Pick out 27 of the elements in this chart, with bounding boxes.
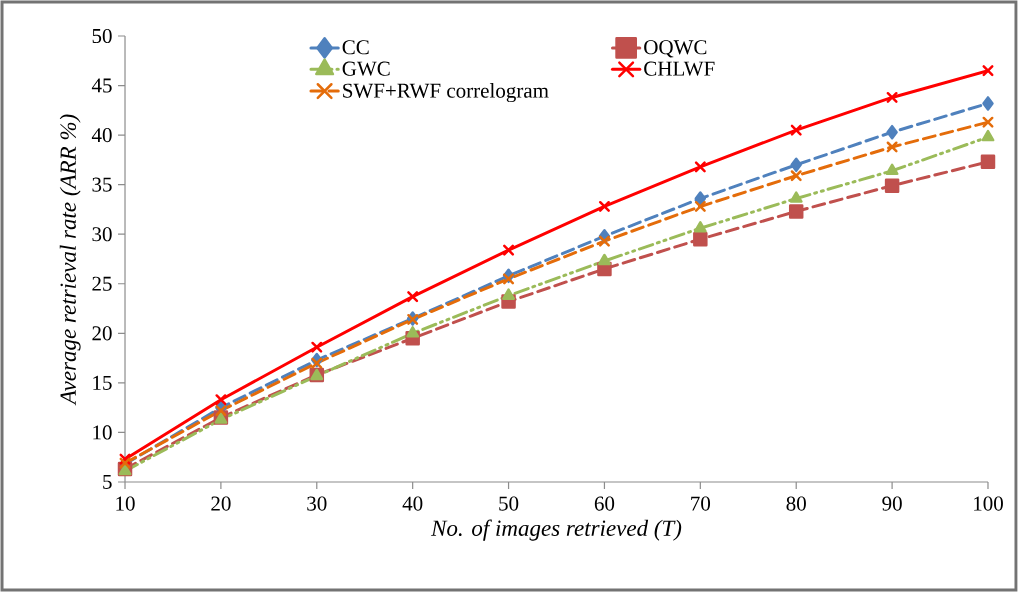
x-tick-label: 10 <box>116 496 135 511</box>
y-tick-label: 15 <box>93 375 112 390</box>
legend-label: SWF+RWF correlogram <box>343 83 549 103</box>
y-axis-title: Average retrieval rate (ARR %) <box>59 114 81 406</box>
y-tick-label: 20 <box>92 326 112 341</box>
legend-label: CHLWF <box>644 61 715 76</box>
y-tick-label: 25 <box>92 276 112 291</box>
legend-label: OQWC <box>644 40 707 58</box>
x-tick-label: 30 <box>307 496 327 511</box>
x-tick-label: 50 <box>499 496 519 511</box>
y-tick-label: 30 <box>92 227 112 242</box>
y-tick-label: 35 <box>92 177 112 192</box>
legend-label: GWC <box>342 61 390 76</box>
y-tick-label: 5 <box>103 475 112 489</box>
x-tick-label: 70 <box>691 496 711 511</box>
x-axis-title: No. of images retrieved (T) <box>430 519 682 541</box>
y-tick-label: 10 <box>93 425 112 440</box>
y-tick-label: 40 <box>91 128 112 143</box>
x-tick-label: 80 <box>786 496 806 511</box>
y-tick-label: 50 <box>92 28 112 44</box>
x-tick-label: 20 <box>211 496 231 511</box>
x-tick-label: 100 <box>974 496 1003 511</box>
x-tick-label: 60 <box>594 496 615 511</box>
y-tick-label: 45 <box>91 78 112 93</box>
x-tick-label: 90 <box>882 496 902 511</box>
x-tick-label: 40 <box>402 496 423 511</box>
legend-label: CC <box>342 40 369 55</box>
